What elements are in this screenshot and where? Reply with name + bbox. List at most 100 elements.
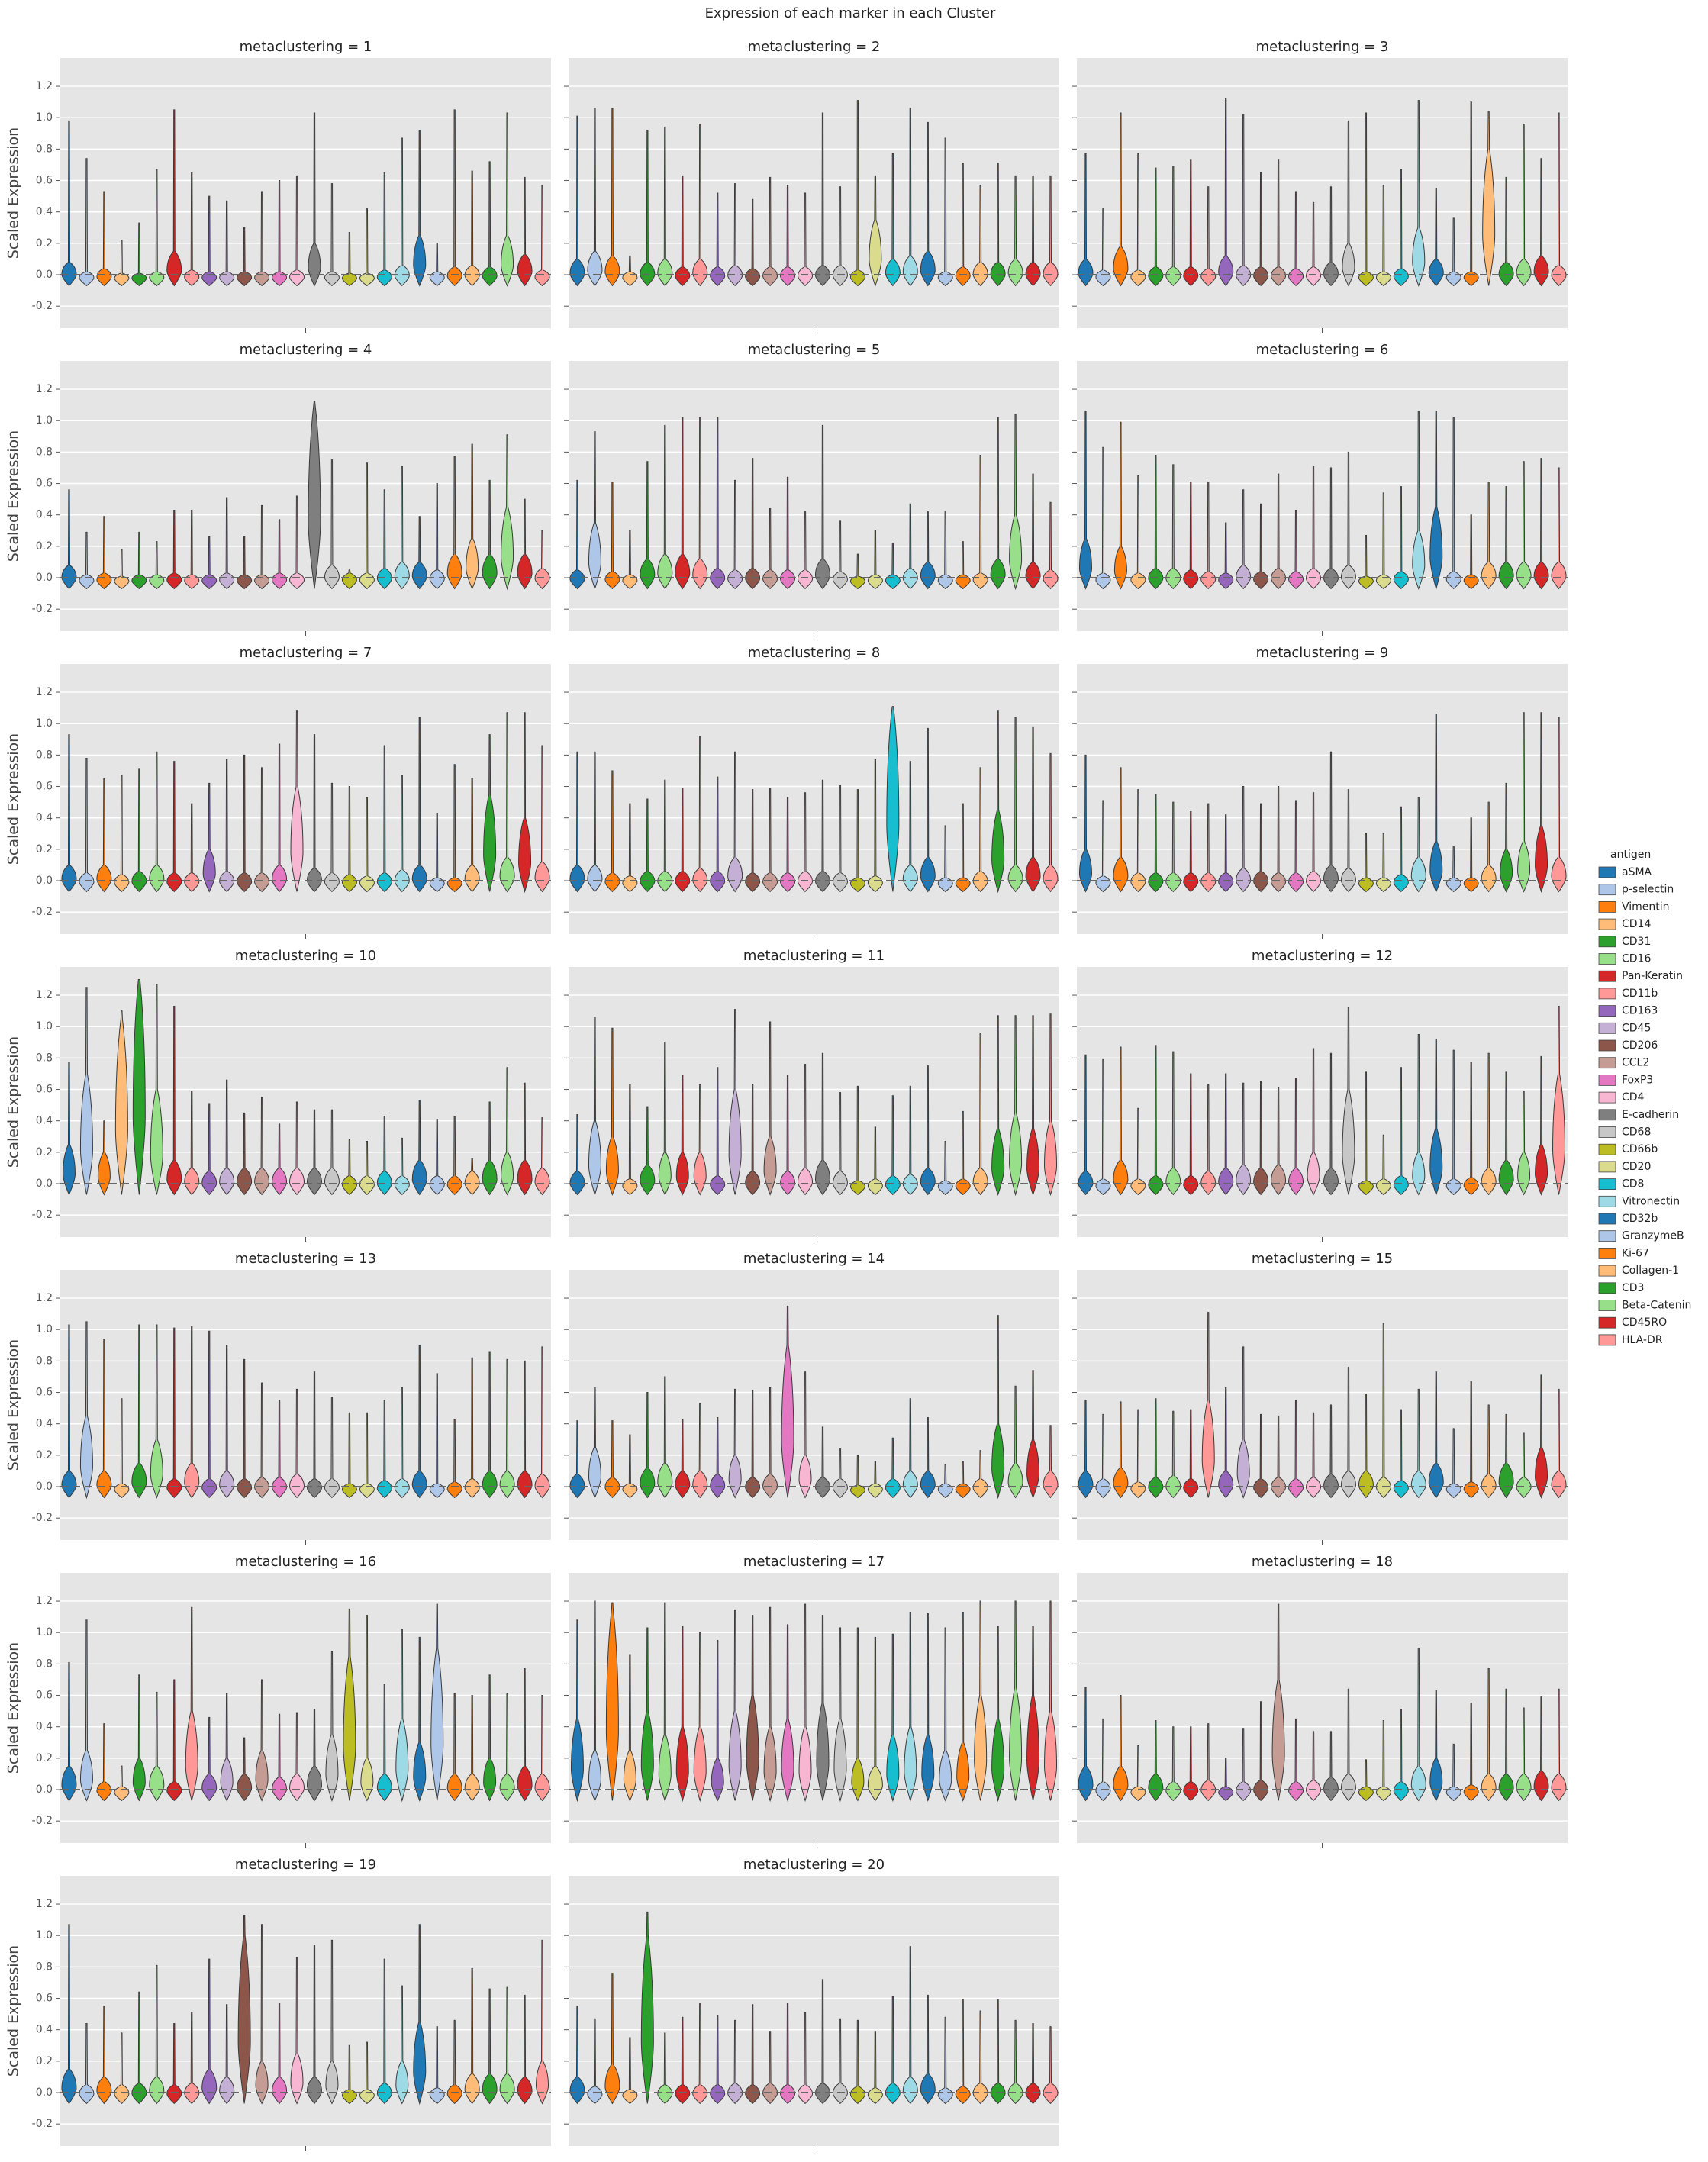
violin	[1236, 1346, 1250, 1499]
violin	[201, 1958, 218, 2105]
violin	[96, 191, 112, 287]
violin	[711, 1640, 724, 1802]
violin	[202, 782, 216, 893]
violin	[131, 768, 147, 893]
legend-swatch	[1598, 866, 1616, 878]
panel-background	[569, 361, 1059, 631]
y-tick-label: 0.8	[36, 143, 53, 155]
violin	[832, 1092, 848, 1196]
y-tick-label: 0.4	[36, 509, 53, 521]
violin	[972, 454, 988, 590]
violin	[1236, 114, 1252, 287]
violin	[849, 553, 865, 590]
violin	[411, 516, 427, 590]
violin	[1517, 1091, 1531, 1196]
violin	[429, 813, 445, 893]
violin	[1165, 801, 1181, 893]
violin	[657, 1376, 673, 1499]
legend-swatch	[1598, 953, 1616, 965]
violin	[359, 462, 375, 590]
violin	[359, 797, 375, 893]
legend-swatch	[1598, 901, 1616, 913]
legend-label: CD8	[1622, 1178, 1644, 1191]
legend-label: CD14	[1622, 918, 1651, 930]
violin	[1358, 1759, 1374, 1802]
violin	[1183, 159, 1199, 287]
violin	[921, 1613, 935, 1803]
violin	[693, 1084, 707, 1196]
violin	[832, 1448, 848, 1499]
violin	[131, 1991, 147, 2105]
violin	[1429, 714, 1443, 893]
violin	[62, 1062, 76, 1196]
legend-swatch	[1598, 1230, 1616, 1242]
violin	[131, 531, 147, 590]
violin	[780, 797, 796, 893]
violin	[1271, 1415, 1287, 1499]
violin	[849, 100, 865, 287]
legend-label: CD45	[1622, 1022, 1651, 1034]
violin	[867, 759, 883, 893]
violin	[1026, 1015, 1040, 1197]
violin	[184, 510, 200, 590]
legend-swatch	[1598, 918, 1616, 930]
violin	[745, 1390, 761, 1499]
y-tick-label: -0.2	[32, 603, 53, 615]
violin	[184, 2012, 200, 2105]
violin	[623, 1654, 636, 1802]
violin	[272, 519, 288, 590]
violin	[1393, 806, 1409, 893]
violin	[61, 1661, 77, 1802]
violin	[376, 172, 392, 287]
panel-background	[1077, 664, 1568, 934]
legend-swatch	[1598, 1213, 1616, 1225]
violin	[1323, 1404, 1339, 1499]
chart-title: Expression of each marker in each Cluste…	[705, 5, 996, 21]
violin	[1148, 454, 1164, 590]
y-tick-label: 0.4	[36, 206, 53, 218]
violin	[1498, 1413, 1514, 1499]
violin	[640, 1911, 654, 2104]
violin	[1165, 464, 1181, 590]
violin	[587, 108, 603, 287]
violin	[728, 1388, 742, 1499]
violin	[254, 767, 270, 893]
violin	[1445, 1743, 1461, 1802]
violin	[710, 1067, 726, 1196]
violin	[955, 163, 971, 287]
violin	[1551, 717, 1567, 893]
violin	[1463, 514, 1479, 590]
violin	[727, 751, 743, 893]
y-tick-label: 0.0	[36, 1481, 53, 1493]
violin	[798, 1371, 812, 1499]
violin	[219, 759, 235, 893]
violin	[728, 1009, 742, 1195]
violin	[306, 734, 322, 893]
violin	[1306, 1731, 1322, 1802]
y-tick-label: 0.8	[36, 749, 53, 761]
violin	[79, 158, 95, 287]
panel-title: metaclustering = 20	[743, 1857, 885, 1873]
violin	[588, 431, 601, 591]
violin	[781, 1305, 794, 1498]
violin	[114, 549, 130, 590]
violin	[657, 779, 673, 893]
y-tick-label: -0.2	[32, 1815, 53, 1827]
violin	[991, 1015, 1005, 1197]
panel-title: metaclustering = 2	[748, 39, 881, 55]
legend-label: p-selectin	[1622, 884, 1674, 896]
y-tick-label: 1.2	[36, 80, 53, 92]
y-axis-label: Scaled Expression	[5, 127, 22, 259]
violin	[1095, 446, 1111, 590]
violin	[237, 754, 253, 893]
violin	[1201, 1312, 1215, 1498]
violin	[201, 1330, 218, 1499]
panel-background	[1077, 1270, 1568, 1540]
panel-title: metaclustering = 5	[748, 342, 881, 358]
y-tick-label: 0.2	[36, 1752, 53, 1764]
violin	[920, 511, 936, 590]
y-axis-label: Scaled Expression	[5, 1339, 22, 1471]
y-tick-label: 0.2	[36, 1146, 53, 1158]
violin	[780, 2003, 796, 2105]
y-axis-label: Scaled Expression	[5, 1642, 22, 1774]
